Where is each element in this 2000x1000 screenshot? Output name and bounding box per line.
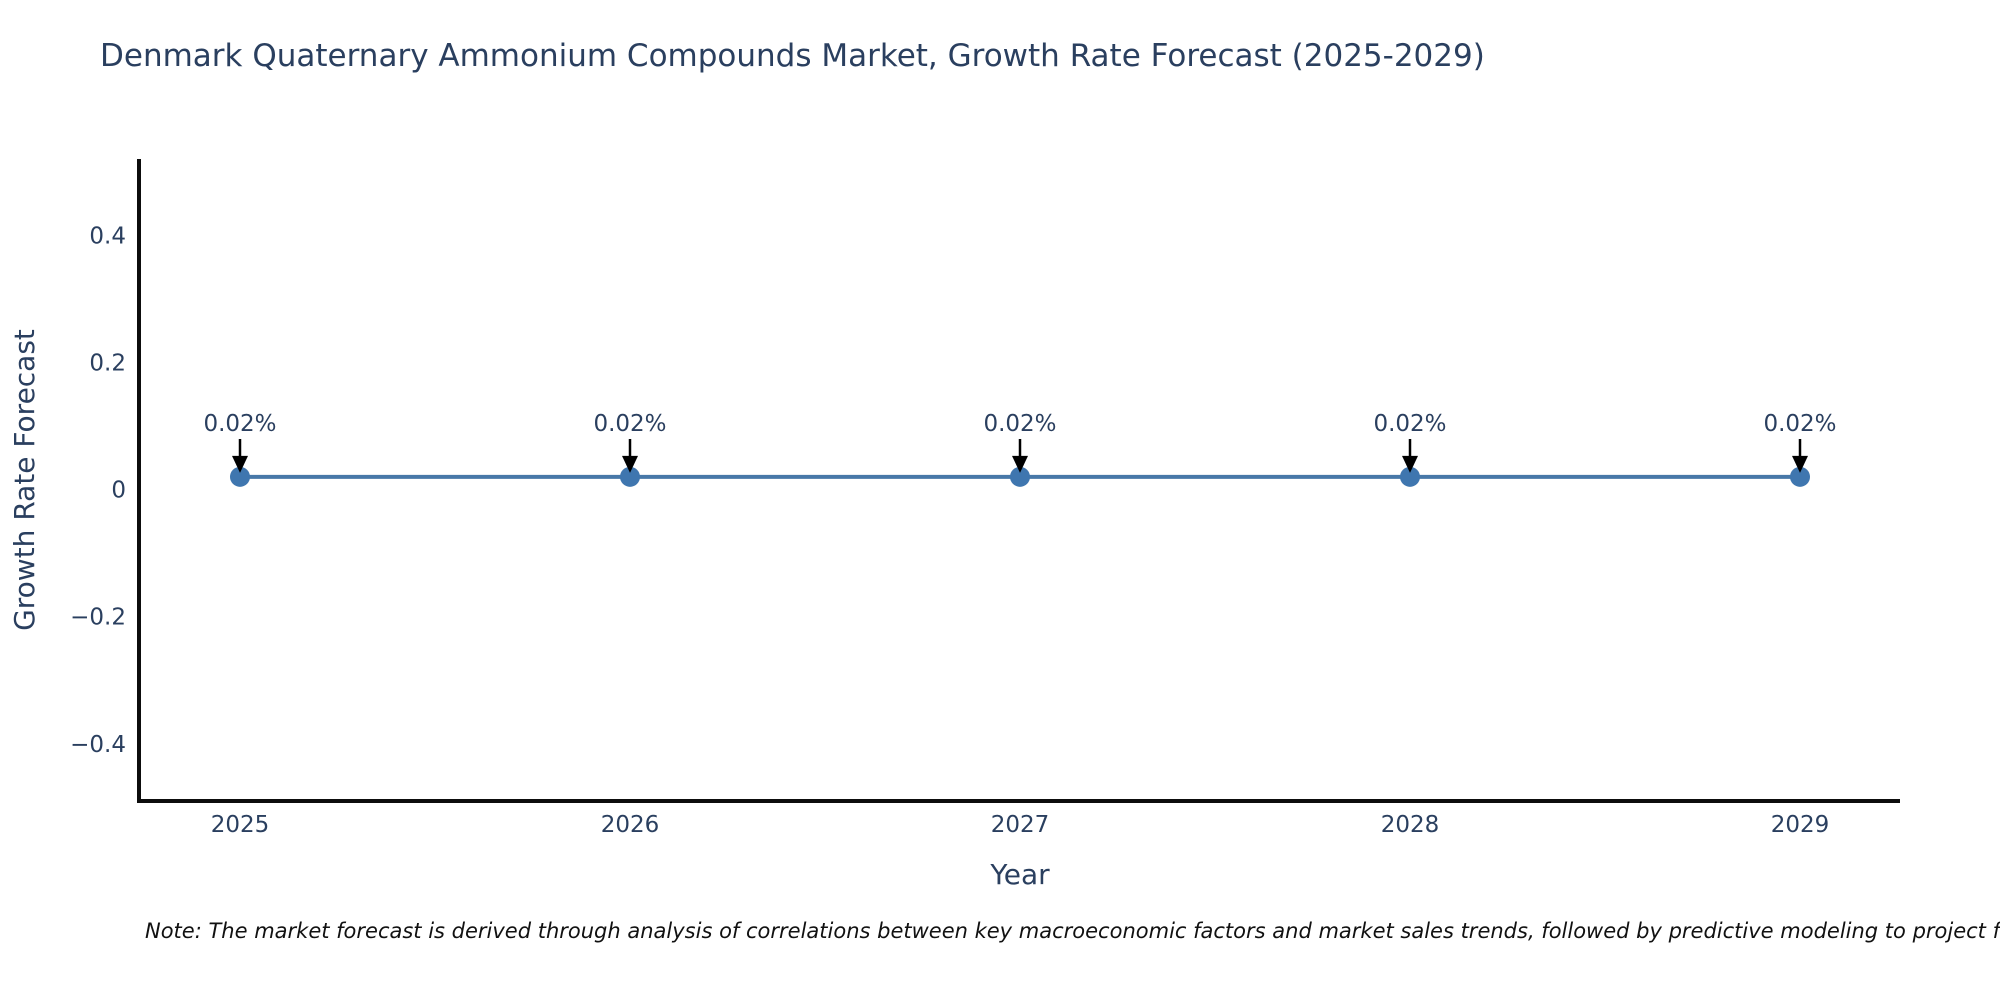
data-point-marker [1400,466,1420,487]
x-tick-label: 2025 [211,812,270,838]
annotation-arrowhead-icon [1792,455,1808,473]
annotation-label: 0.02% [983,411,1056,437]
x-tick-label: 2027 [991,812,1050,838]
data-point-marker [230,466,250,487]
x-tick-label: 2029 [1771,812,1830,838]
x-axis-title: Year [989,858,1050,891]
annotation-label: 0.02% [1373,411,1446,437]
y-axis-title: Growth Rate Forecast [8,329,41,631]
data-point-marker [620,466,640,487]
annotation-label: 0.02% [203,411,276,437]
annotation-arrowhead-icon [1402,455,1418,473]
data-point-marker [1790,466,1810,487]
annotation-label: 0.02% [1763,411,1836,437]
x-tick-label: 2026 [601,812,660,838]
y-tick-label: −0.4 [70,732,126,758]
x-tick-label: 2028 [1381,812,1440,838]
annotation-label: 0.02% [593,411,666,437]
y-tick-label: 0 [111,478,126,504]
chart-title: Denmark Quaternary Ammonium Compounds Ma… [100,38,1485,74]
annotation-arrowhead-icon [232,455,248,473]
data-point-marker [1010,466,1030,487]
y-tick-label: 0.4 [89,223,126,249]
annotation-arrowhead-icon [622,455,638,473]
y-tick-label: −0.2 [70,605,126,631]
chart-footnote: Note: The market forecast is derived thr… [145,919,2000,943]
y-tick-label: 0.2 [89,350,126,376]
annotation-arrowhead-icon [1012,455,1028,473]
